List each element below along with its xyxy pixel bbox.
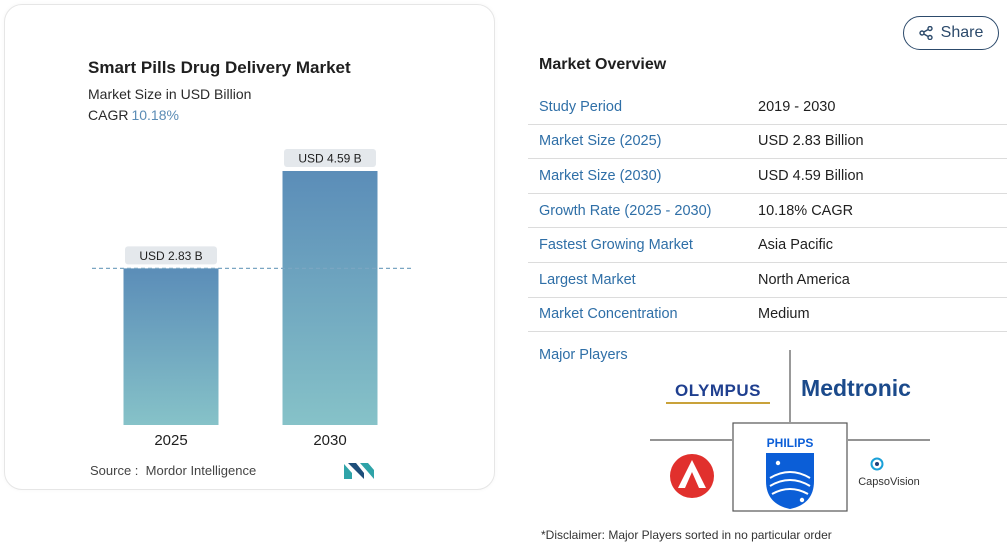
olympus-logo-text: OLYMPUS — [675, 381, 761, 400]
share-icon — [918, 26, 933, 40]
bar-chart: USD 2.83 B 2025 USD 4.59 B 2030 — [92, 149, 412, 449]
data-label: USD 4.59 B — [298, 152, 361, 166]
philips-logo-text: PHILIPS — [767, 436, 814, 450]
source-value: Mordor Intelligence — [145, 463, 257, 478]
overview-row: Fastest Growing Market Asia Pacific — [528, 228, 1007, 263]
data-label-bg — [284, 149, 376, 167]
cagr-value: 10.18% — [131, 107, 179, 123]
overview-row: Market Concentration Medium — [528, 298, 1007, 333]
data-label: USD 2.83 B — [139, 249, 202, 263]
source-note: Source : Mordor Intelligence — [90, 463, 256, 478]
chart-title: Smart Pills Drug Delivery Market — [88, 58, 351, 77]
row-key: Growth Rate (2025 - 2030) — [539, 202, 712, 219]
chart-cagr: CAGR 10.18% — [88, 107, 179, 123]
disclaimer-text: *Disclaimer: Major Players sorted in no … — [541, 528, 832, 542]
row-value: 10.18% CAGR — [758, 202, 854, 219]
row-key: Market Concentration — [539, 306, 678, 323]
row-key: Market Size (2025) — [539, 133, 662, 150]
olympus-logo: OLYMPUS — [666, 381, 770, 404]
overview-title: Market Overview — [539, 56, 667, 73]
share-label: Share — [940, 24, 984, 41]
overview-row: Market Size (2030) USD 4.59 Billion — [528, 159, 1007, 194]
chart-card — [4, 4, 495, 490]
overview-table: Study Period 2019 - 2030 Market Size (202… — [528, 90, 1007, 333]
share-button[interactable]: Share — [903, 16, 999, 50]
capsovision-logo-text: CapsoVision — [858, 476, 920, 488]
row-value: Medium — [758, 306, 810, 323]
x-tick-label: 2030 — [313, 432, 346, 449]
overview-row: Largest Market North America — [528, 263, 1007, 298]
overview-row: Market Size (2025) USD 2.83 Billion — [528, 125, 1007, 160]
bar-2030 — [282, 171, 378, 425]
row-value: USD 2.83 Billion — [758, 133, 864, 150]
row-value: North America — [758, 271, 850, 288]
row-value: USD 4.59 Billion — [758, 167, 864, 184]
x-tick-label: 2025 — [154, 432, 187, 449]
chart-subtitle: Market Size in USD Billion — [88, 86, 252, 102]
source-label: Source : — [90, 463, 139, 478]
bar-2025 — [123, 268, 219, 425]
row-value: Asia Pacific — [758, 237, 833, 254]
major-players-grid: OLYMPUS Medtronic PHILIPS CapsoVision — [650, 350, 930, 512]
medtronic-logo-text: Medtronic — [801, 375, 911, 401]
data-label-bg — [125, 246, 217, 265]
row-key: Market Size (2030) — [539, 167, 662, 184]
red-mountain-logo-icon — [670, 454, 714, 498]
row-key: Fastest Growing Market — [539, 237, 693, 254]
major-players-label: Major Players — [539, 347, 628, 363]
cagr-label: CAGR — [88, 107, 129, 123]
row-key: Study Period — [539, 98, 623, 115]
row-key: Largest Market — [539, 271, 636, 288]
mordor-logo-icon — [344, 463, 374, 479]
capsovision-logo: CapsoVision — [858, 457, 920, 488]
overview-row: Growth Rate (2025 - 2030) 10.18% CAGR — [528, 194, 1007, 229]
overview-row: Study Period 2019 - 2030 — [528, 90, 1007, 125]
philips-logo: PHILIPS — [766, 436, 814, 509]
row-value: 2019 - 2030 — [758, 98, 836, 115]
